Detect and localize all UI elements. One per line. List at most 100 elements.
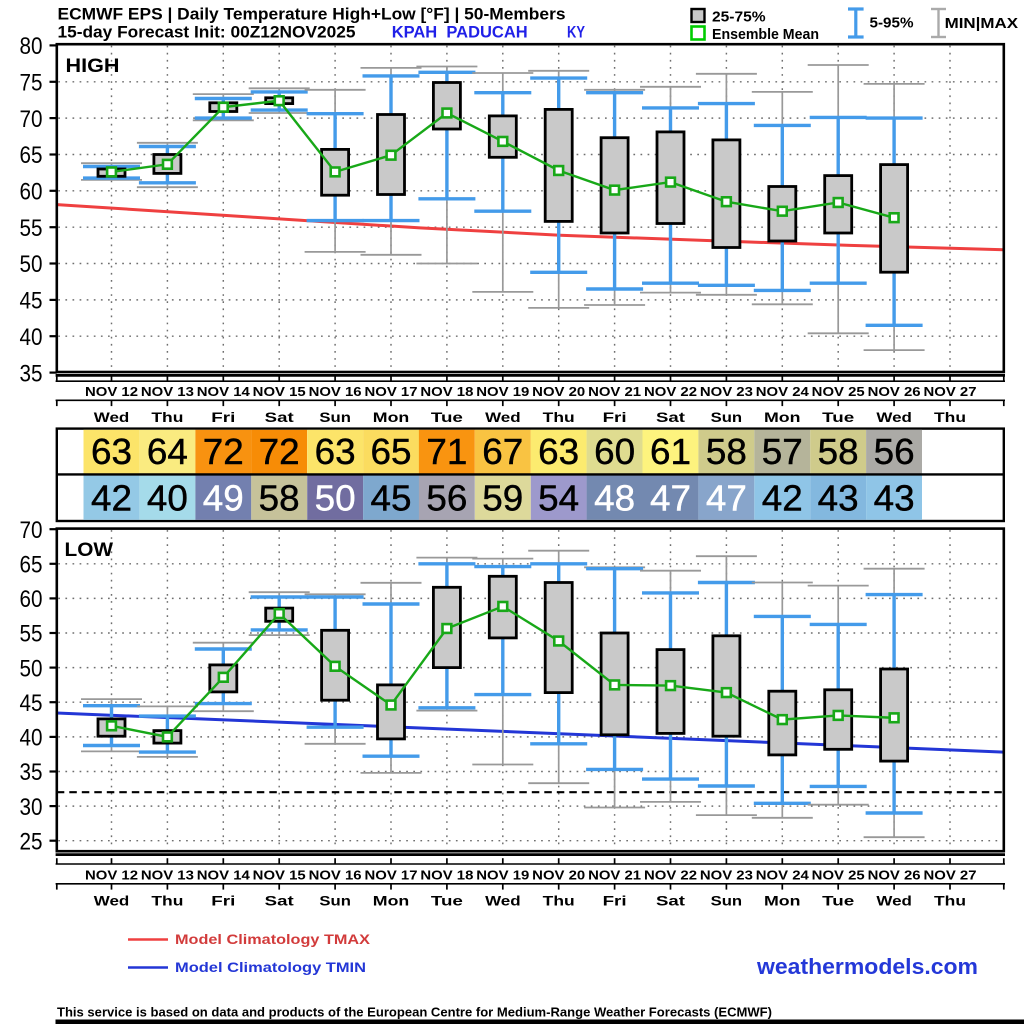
svg-text:25-75%: 25-75%: [712, 8, 766, 25]
svg-text:40: 40: [20, 725, 43, 752]
svg-text:40: 40: [20, 324, 43, 351]
svg-text:Sun: Sun: [319, 410, 351, 425]
svg-text:67: 67: [482, 431, 523, 472]
svg-text:Sat: Sat: [265, 410, 295, 425]
svg-text:NOV 13: NOV 13: [141, 384, 194, 399]
svg-text:NOV 22: NOV 22: [644, 384, 697, 399]
svg-text:NOV 27: NOV 27: [924, 867, 977, 882]
svg-text:NOV 25: NOV 25: [812, 384, 865, 399]
svg-text:Thu: Thu: [934, 410, 966, 425]
svg-text:15-day Forecast Init: 00Z12NOV: 15-day Forecast Init: 00Z12NOV2025: [58, 23, 356, 42]
svg-text:43: 43: [818, 477, 859, 518]
svg-text:KY: KY: [567, 23, 585, 42]
svg-text:Wed: Wed: [485, 410, 520, 425]
svg-text:70: 70: [20, 106, 43, 133]
svg-text:Fri: Fri: [603, 410, 627, 425]
svg-text:25: 25: [20, 828, 43, 855]
svg-text:Mon: Mon: [373, 410, 410, 425]
svg-text:80: 80: [20, 33, 43, 60]
svg-text:Ensemble Mean: Ensemble Mean: [712, 26, 819, 43]
svg-text:49: 49: [203, 477, 244, 518]
svg-text:Wed: Wed: [876, 410, 912, 425]
svg-text:58: 58: [259, 477, 300, 518]
svg-text:This service is based on data: This service is based on data and produc…: [57, 1006, 772, 1020]
svg-text:55: 55: [20, 621, 43, 648]
svg-text:LOW: LOW: [65, 539, 114, 561]
svg-text:NOV 17: NOV 17: [365, 867, 418, 882]
svg-text:58: 58: [818, 431, 859, 472]
svg-text:54: 54: [538, 477, 579, 518]
svg-text:63: 63: [315, 431, 356, 472]
svg-text:NOV 14: NOV 14: [197, 384, 251, 399]
svg-text:NOV 21: NOV 21: [588, 384, 641, 399]
svg-text:Tue: Tue: [431, 410, 463, 425]
svg-text:Fri: Fri: [211, 410, 235, 425]
svg-text:NOV 12: NOV 12: [85, 384, 138, 399]
svg-text:56: 56: [426, 477, 467, 518]
svg-text:NOV 24: NOV 24: [756, 867, 810, 882]
svg-text:50: 50: [20, 655, 43, 682]
svg-text:Thu: Thu: [934, 894, 966, 909]
svg-text:60: 60: [594, 431, 635, 472]
svg-text:NOV 16: NOV 16: [309, 867, 362, 882]
svg-text:Fri: Fri: [603, 894, 627, 909]
svg-text:Mon: Mon: [764, 410, 801, 425]
svg-text:NOV 27: NOV 27: [924, 384, 977, 399]
svg-text:NOV 16: NOV 16: [309, 384, 362, 399]
svg-text:Tue: Tue: [822, 410, 854, 425]
svg-text:60: 60: [20, 586, 43, 613]
svg-text:57: 57: [762, 431, 803, 472]
svg-text:NOV 19: NOV 19: [476, 867, 529, 882]
svg-text:70: 70: [20, 517, 43, 544]
svg-text:Sun: Sun: [319, 894, 351, 909]
svg-text:NOV 17: NOV 17: [365, 384, 418, 399]
svg-text:Tue: Tue: [431, 894, 463, 909]
svg-text:NOV 13: NOV 13: [141, 867, 194, 882]
svg-text:Wed: Wed: [94, 894, 130, 909]
svg-text:Sat: Sat: [656, 410, 686, 425]
svg-text:30: 30: [20, 794, 43, 821]
svg-text:Wed: Wed: [94, 410, 130, 425]
svg-text:Wed: Wed: [485, 894, 520, 909]
svg-text:47: 47: [650, 477, 691, 518]
svg-text:45: 45: [371, 477, 412, 518]
svg-text:NOV 15: NOV 15: [253, 867, 306, 882]
svg-text:HIGH: HIGH: [66, 55, 120, 77]
svg-text:NOV 23: NOV 23: [700, 867, 753, 882]
svg-text:72: 72: [203, 431, 244, 472]
svg-text:Fri: Fri: [211, 894, 235, 909]
svg-text:NOV 18: NOV 18: [420, 867, 473, 882]
svg-text:MIN|MAX: MIN|MAX: [945, 15, 1018, 32]
svg-text:NOV 26: NOV 26: [868, 867, 921, 882]
svg-text:NOV 20: NOV 20: [532, 384, 585, 399]
svg-text:NOV 25: NOV 25: [812, 867, 865, 882]
svg-text:50: 50: [315, 477, 356, 518]
svg-text:NOV 12: NOV 12: [85, 867, 138, 882]
svg-text:35: 35: [20, 360, 43, 387]
svg-text:Mon: Mon: [373, 894, 410, 909]
svg-text:45: 45: [20, 690, 43, 717]
svg-text:NOV 18: NOV 18: [420, 384, 473, 399]
svg-text:Tue: Tue: [822, 894, 854, 909]
svg-text:58: 58: [706, 431, 747, 472]
svg-text:48: 48: [594, 477, 635, 518]
svg-text:NOV 22: NOV 22: [644, 867, 697, 882]
svg-text:60: 60: [20, 179, 43, 206]
svg-text:Thu: Thu: [543, 894, 575, 909]
svg-text:47: 47: [706, 477, 747, 518]
svg-text:72: 72: [259, 431, 300, 472]
svg-text:NOV 19: NOV 19: [476, 384, 529, 399]
svg-text:Thu: Thu: [151, 410, 183, 425]
svg-text:Thu: Thu: [151, 894, 183, 909]
svg-text:NOV 14: NOV 14: [197, 867, 251, 882]
svg-text:50: 50: [20, 251, 43, 278]
svg-text:42: 42: [762, 477, 803, 518]
svg-text:64: 64: [147, 431, 188, 472]
svg-text:NOV 23: NOV 23: [700, 384, 753, 399]
svg-text:ECMWF EPS | Daily Temperature: ECMWF EPS | Daily Temperature High+Low […: [58, 4, 566, 23]
svg-text:Sat: Sat: [265, 894, 295, 909]
svg-text:Model Climatology TMAX: Model Climatology TMAX: [175, 932, 370, 947]
svg-text:55: 55: [20, 215, 43, 242]
svg-text:65: 65: [20, 552, 43, 579]
svg-text:Wed: Wed: [876, 894, 912, 909]
